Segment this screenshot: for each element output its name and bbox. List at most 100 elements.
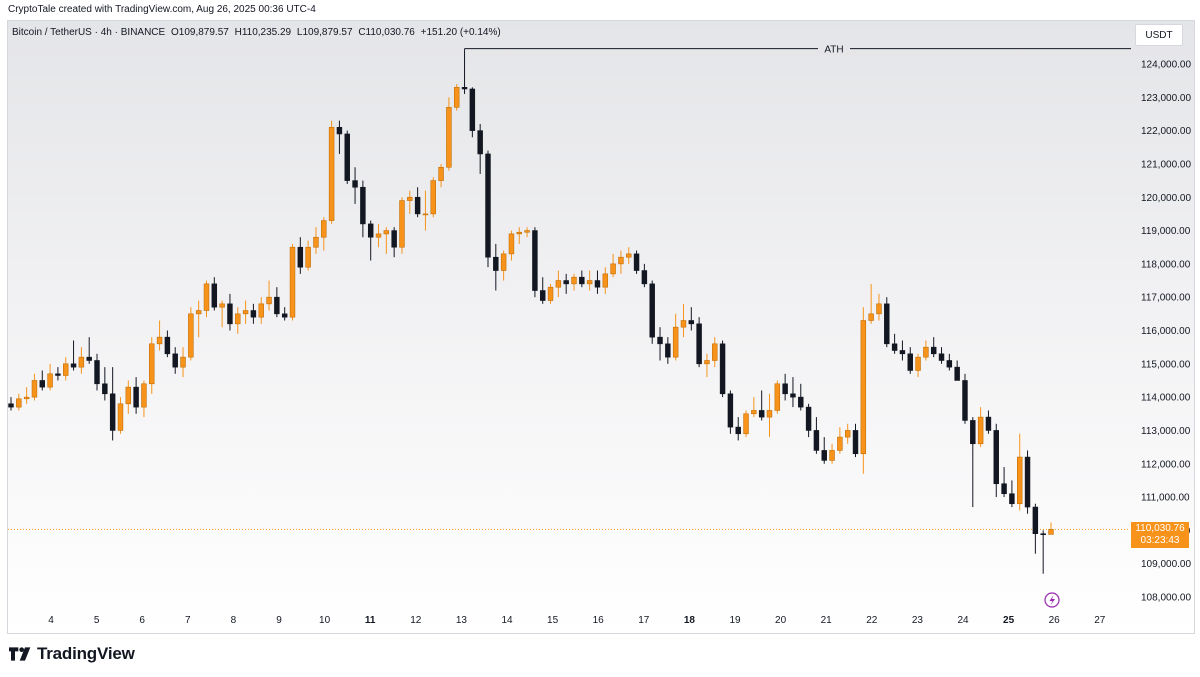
x-tick-label: 14 <box>501 615 513 626</box>
event-marker[interactable] <box>1044 592 1060 608</box>
tradingview-brand[interactable]: TradingView <box>9 644 135 664</box>
candle-body <box>923 346 929 358</box>
candle-body <box>352 180 358 188</box>
x-tick-label: 26 <box>1049 615 1061 626</box>
candle-body <box>672 326 679 358</box>
time-axis[interactable]: 4 5 6 7 8 9 10 11 12 13 14 15 16 17 18 19 20 21 22 23 24 25 26… <box>48 615 1106 626</box>
y-tick-label: 121,000.00 <box>1141 159 1191 170</box>
candle-body <box>641 270 648 285</box>
candle-body <box>203 283 210 311</box>
open-value: O109,879.57 <box>170 27 229 38</box>
candle-body <box>516 231 522 235</box>
candle-body <box>149 343 155 385</box>
candle-body <box>555 280 562 288</box>
candle-body <box>31 380 38 398</box>
symbol-name[interactable]: Bitcoin / TetherUS · 4h · BINANCE <box>12 27 166 38</box>
x-tick-label: 6 <box>139 615 145 626</box>
candle-body <box>328 126 335 221</box>
candle-body <box>117 403 124 431</box>
y-tick-label: 118,000.00 <box>1141 259 1191 270</box>
currency-button[interactable]: USDT <box>1135 24 1183 46</box>
candle-body <box>438 166 444 181</box>
candle-body <box>422 213 429 216</box>
y-tick-label: 120,000.00 <box>1141 193 1191 204</box>
candle-body <box>446 107 452 168</box>
y-tick-label: 116,000.00 <box>1141 326 1191 337</box>
candle-body <box>547 286 554 301</box>
candle-body <box>907 353 913 371</box>
candle-body <box>665 343 671 358</box>
candle-body <box>367 223 374 238</box>
candle-body <box>156 336 163 345</box>
candle-body <box>219 303 225 308</box>
y-tick-label: 108,000.00 <box>1141 593 1191 604</box>
candle-body <box>735 426 741 435</box>
candle-body <box>360 186 366 225</box>
candle-body <box>602 273 609 288</box>
candle-body <box>508 233 515 255</box>
candle-body <box>274 296 280 315</box>
candle-body <box>55 373 61 376</box>
candle-body <box>852 430 859 455</box>
x-tick-label: 25 <box>1003 615 1015 626</box>
x-tick-label: 10 <box>319 615 331 626</box>
candle-body <box>477 130 483 155</box>
candle-body <box>391 230 397 248</box>
candle-body <box>805 406 812 431</box>
chart-area[interactable] <box>7 20 1195 634</box>
x-tick-label: 15 <box>547 615 559 626</box>
candle-body <box>281 313 288 318</box>
candle-body <box>868 313 874 321</box>
candle-body <box>774 383 781 411</box>
candle-body <box>930 346 937 355</box>
candles <box>8 50 1054 574</box>
candle-body <box>657 336 663 345</box>
candle-body <box>626 253 632 258</box>
y-tick-label: 109,000.00 <box>1141 559 1191 570</box>
brand-name: TradingView <box>37 644 135 663</box>
candle-body <box>500 253 507 271</box>
y-tick-label: 122,000.00 <box>1141 126 1191 137</box>
candle-body <box>704 360 710 365</box>
candle-body <box>532 230 538 291</box>
candle-body <box>86 356 92 361</box>
high-value: H110,235.29 <box>234 27 292 38</box>
x-tick-label: 11 <box>365 615 376 626</box>
candle-body <box>970 420 976 445</box>
candle-body <box>696 323 702 365</box>
candle-body <box>563 280 569 285</box>
candle-body <box>1040 533 1046 536</box>
lightning-bolt-icon <box>1049 595 1055 606</box>
x-tick-label: 18 <box>684 615 696 626</box>
x-tick-label: 24 <box>957 615 969 626</box>
candle-body <box>618 256 624 265</box>
symbol-legend: Bitcoin / TetherUS · 4h · BINANCE O109,8… <box>12 27 504 38</box>
candle-body <box>790 393 796 398</box>
candle-body <box>798 396 804 408</box>
candle-body <box>899 350 906 355</box>
candle-body <box>180 356 186 368</box>
candle-body <box>821 450 827 461</box>
candle-body <box>540 290 546 301</box>
candle-body <box>1024 456 1031 508</box>
candle-body <box>414 196 421 215</box>
change-value: +151.20 (+0.14%) <box>420 27 501 38</box>
candle-body <box>712 343 718 361</box>
candle-body <box>407 196 413 201</box>
candle-body <box>985 416 992 431</box>
candle-body <box>1009 493 1015 505</box>
candle-body <box>594 280 601 288</box>
candle-body <box>884 303 890 345</box>
last-price-tag: 110,030.76 03:23:43 <box>1131 522 1189 548</box>
candle-body <box>891 343 898 351</box>
y-tick-label: 124,000.00 <box>1141 60 1191 71</box>
candle-body <box>313 236 319 248</box>
candle-body <box>383 230 390 235</box>
candle-body <box>1048 529 1054 535</box>
candle-body <box>164 336 171 355</box>
candle-body <box>70 363 77 368</box>
candle-body <box>258 303 264 318</box>
x-tick-label: 13 <box>456 615 468 626</box>
candle-body <box>94 360 100 385</box>
